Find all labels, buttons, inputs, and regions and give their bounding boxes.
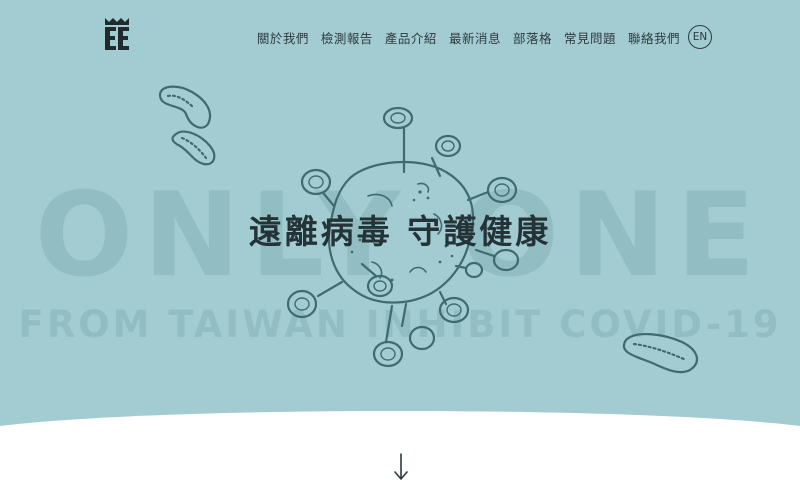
bacteria-shape bbox=[171, 130, 216, 166]
nav-item-products[interactable]: 產品介紹 bbox=[384, 30, 437, 46]
nav-item-faq[interactable]: 常見問題 bbox=[563, 30, 616, 46]
bacteria-shape bbox=[158, 85, 212, 129]
nav-item-test-report[interactable]: 檢測報告 bbox=[320, 30, 373, 46]
main-nav: 關於我們 檢測報告 產品介紹 最新消息 部落格 常見問題 聯絡我們 EN bbox=[245, 24, 712, 50]
nav-item-contact[interactable]: 聯絡我們 bbox=[627, 30, 680, 46]
bottom-curve bbox=[0, 411, 800, 498]
nav-item-blog[interactable]: 部落格 bbox=[512, 30, 552, 46]
virus-spike bbox=[434, 134, 462, 158]
hero-background-subtitle: FROM TAIWAN INHIBIT COVID-19 bbox=[18, 303, 782, 346]
nav-item-news[interactable]: 最新消息 bbox=[448, 30, 501, 46]
nav-item-about[interactable]: 關於我們 bbox=[256, 30, 309, 46]
virus-spike bbox=[382, 106, 414, 130]
language-toggle-button[interactable]: EN bbox=[688, 25, 712, 49]
arrow-down-icon[interactable] bbox=[391, 452, 411, 482]
crown-ee-logo-icon[interactable] bbox=[102, 16, 132, 56]
hero-headline: 遠離病毒 守護健康 bbox=[248, 212, 552, 251]
